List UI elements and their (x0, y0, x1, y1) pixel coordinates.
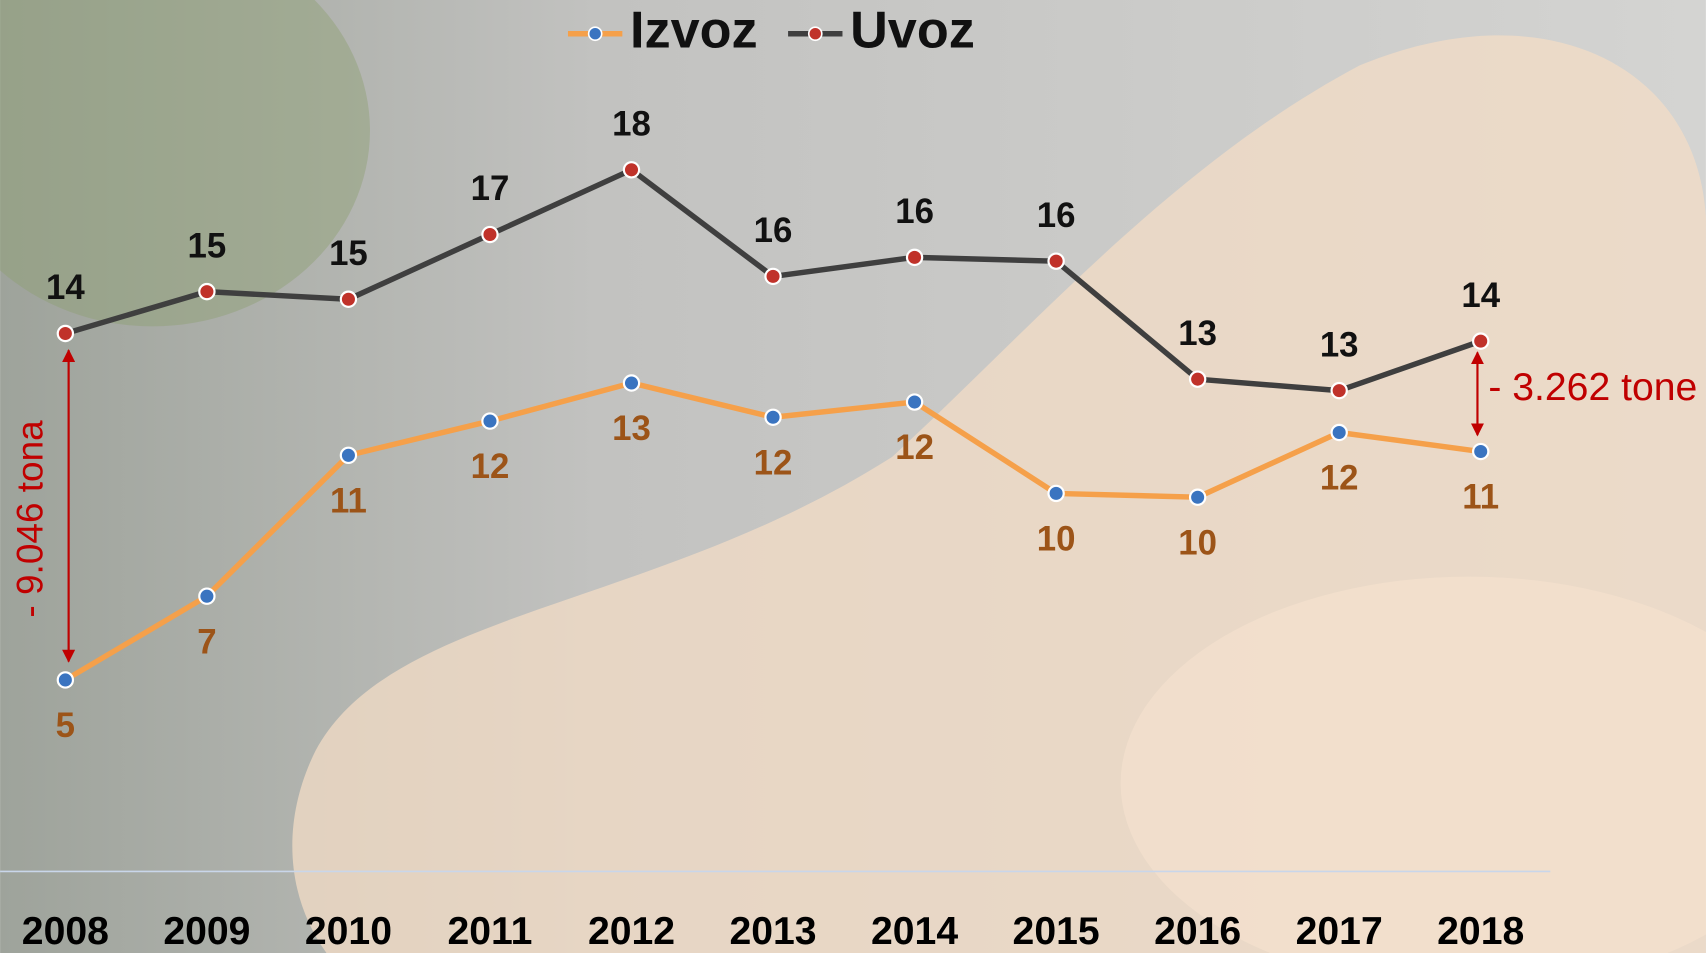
data-point (905, 393, 924, 411)
data-label: 14 (46, 268, 85, 307)
data-point (1047, 484, 1065, 503)
x-tick-label: 2013 (729, 910, 816, 953)
data-point (1472, 442, 1490, 461)
x-tick-label: 2015 (1013, 910, 1100, 953)
data-point (764, 267, 782, 286)
annotation: - 3.262 tone (1488, 366, 1697, 409)
data-label: 13 (1320, 325, 1359, 364)
data-label: 10 (1037, 519, 1076, 558)
x-tick-label: 2016 (1154, 910, 1241, 953)
x-tick-label: 2018 (1437, 910, 1524, 953)
legend-label: Uvoz (850, 2, 975, 60)
legend-marker (587, 26, 603, 42)
data-label: 15 (188, 226, 227, 265)
x-tick-label: 2014 (871, 910, 958, 953)
data-point (622, 161, 641, 179)
data-label: 16 (1037, 196, 1076, 235)
data-point (339, 290, 358, 308)
data-point (905, 248, 924, 267)
data-point (622, 374, 641, 392)
data-label: 7 (197, 622, 216, 661)
legend-label: Izvoz (630, 2, 758, 60)
data-label: 11 (330, 481, 367, 520)
data-point (1188, 370, 1207, 388)
data-label: 16 (895, 192, 934, 231)
data-label: 14 (1461, 276, 1500, 315)
annotation: - 9.046 tona (9, 420, 50, 618)
data-point (56, 671, 75, 689)
x-tick-label: 2010 (305, 910, 392, 953)
data-label: 17 (471, 169, 510, 208)
bg-chicken-2 (1120, 576, 1706, 953)
data-point (481, 412, 499, 430)
data-point (1330, 423, 1348, 442)
data-point (56, 324, 75, 343)
x-tick-label: 2009 (163, 910, 250, 953)
data-label: 13 (1178, 314, 1217, 353)
data-label: 12 (1320, 459, 1359, 498)
data-label: 11 (1462, 478, 1499, 517)
data-label: 5 (56, 706, 75, 745)
data-label: 12 (895, 428, 934, 467)
data-point (1188, 488, 1207, 506)
data-label: 10 (1178, 523, 1217, 562)
data-label: 12 (754, 443, 793, 482)
data-point (198, 282, 216, 301)
plot: 2008 2009 2010 2011 2012 2013 2014 2015 2016 2017… (22, 104, 1524, 952)
data-point (764, 408, 782, 426)
data-point (198, 587, 216, 605)
x-tick-label: 2012 (588, 910, 675, 953)
data-label: 13 (612, 409, 651, 448)
data-point (481, 225, 499, 244)
data-point (1047, 252, 1065, 270)
data-point (339, 446, 358, 465)
x-tick-label: 2011 (447, 910, 532, 953)
legend: Izvoz Uvoz (567, 2, 975, 60)
data-label: 15 (329, 234, 368, 273)
data-point (1330, 381, 1348, 400)
bg-leaves (0, 0, 370, 327)
data-label: 16 (754, 211, 793, 250)
legend-marker (807, 26, 823, 42)
data-label: 12 (471, 447, 510, 486)
x-tick-label: 2017 (1296, 910, 1383, 953)
data-label: 18 (612, 104, 651, 143)
data-point (1472, 332, 1490, 350)
x-tick-label: 2008 (22, 910, 109, 953)
